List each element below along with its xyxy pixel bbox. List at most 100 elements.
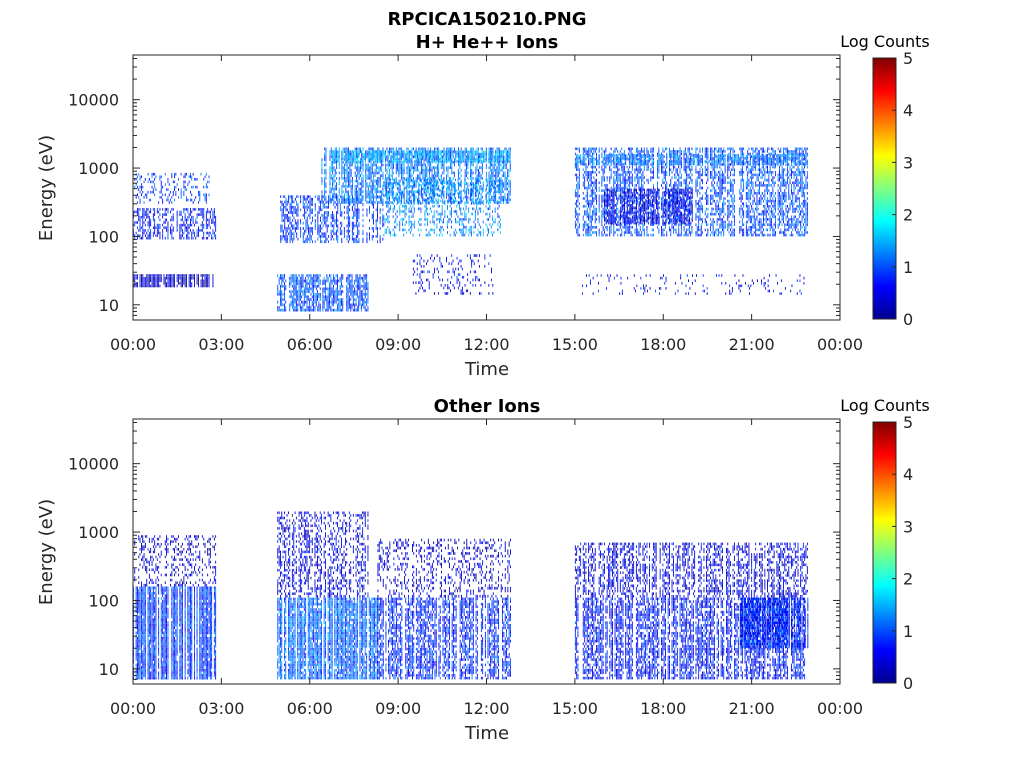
spectrogram-cell — [415, 153, 417, 156]
spectrogram-cell — [154, 229, 156, 232]
spectrogram-cell — [164, 193, 166, 197]
spectrogram-cell — [395, 168, 397, 172]
spectrogram-cell — [423, 190, 425, 194]
spectrogram-cell — [286, 200, 288, 204]
spectrogram-cell — [346, 147, 348, 151]
spectrogram-cell — [183, 175, 185, 179]
spectrogram-cell — [424, 155, 426, 159]
spectrogram-cell — [348, 166, 349, 169]
spectrogram-data — [133, 147, 808, 312]
spectrogram-cell — [168, 276, 170, 280]
spectrogram-cell — [301, 306, 303, 309]
spectrogram-cell — [489, 223, 491, 226]
spectrogram-cell — [453, 189, 455, 192]
spectrogram-cell — [387, 204, 389, 208]
spectrogram-cell — [150, 229, 152, 232]
spectrogram-cell — [360, 174, 361, 177]
spectrogram-cell — [305, 205, 307, 209]
spectrogram-cell — [289, 290, 291, 293]
spectrogram-cell — [318, 227, 320, 230]
spectrogram-cell — [422, 171, 424, 175]
spectrogram-cell — [291, 298, 293, 301]
spectrogram-cell — [404, 157, 406, 161]
spectrogram-cell — [379, 237, 381, 241]
spectrogram-cell — [349, 166, 351, 169]
spectrogram-cell — [156, 279, 158, 283]
spectrogram-cell — [172, 180, 174, 184]
spectrogram-cell — [446, 157, 447, 161]
spectrogram-cell — [192, 231, 194, 235]
spectrogram-cell — [453, 210, 455, 213]
spectrogram-cell — [379, 235, 381, 238]
spectrogram-cell — [290, 205, 292, 209]
spectrogram-cell — [450, 195, 451, 199]
spectrogram-cell — [436, 166, 438, 169]
spectrogram-cell — [142, 231, 144, 235]
spectrogram-cell — [385, 185, 387, 188]
spectrogram-cell — [307, 276, 309, 280]
spectrogram-cell — [475, 166, 477, 169]
spectrogram-cell — [367, 292, 369, 296]
spectrogram-cell — [192, 236, 194, 240]
spectrogram-cell — [332, 177, 333, 180]
spectrogram-cell — [325, 168, 327, 172]
spectrogram-cell — [156, 210, 158, 214]
spectrogram-cell — [499, 201, 501, 204]
spectrogram-cell — [485, 223, 487, 226]
spectrogram-cell — [415, 157, 417, 161]
spectrogram-cell — [348, 274, 350, 277]
spectrogram-cell — [507, 187, 508, 191]
spectrogram-cell — [301, 282, 303, 285]
spectrogram-cell — [205, 218, 207, 222]
spectrogram-cell — [201, 274, 203, 277]
spectrogram-cell — [159, 223, 161, 227]
spectrogram-cell — [289, 306, 291, 309]
spectrogram-cell — [391, 195, 393, 199]
spectrogram-cell — [392, 183, 394, 187]
spectrogram-cell — [341, 150, 343, 153]
spectrogram-cell — [346, 171, 348, 175]
spectrogram-cell — [379, 198, 381, 202]
spectrogram-cell — [192, 208, 194, 211]
spectrogram-cell — [343, 227, 345, 230]
spectrogram-cell — [436, 171, 438, 175]
spectrogram-cell — [310, 235, 312, 238]
spectrogram-cell — [336, 187, 337, 191]
spectrogram-cell — [345, 182, 347, 185]
spectrogram-cell — [501, 195, 503, 199]
spectrogram-cell — [338, 190, 340, 194]
spectrogram-cell — [148, 236, 150, 240]
spectrogram-cell — [357, 168, 359, 172]
spectrogram-cell — [324, 235, 325, 238]
spectrogram-cell — [204, 276, 206, 280]
spectrogram-cell — [481, 163, 483, 167]
spectrogram-cell — [356, 150, 357, 153]
spectrogram-cell — [358, 232, 360, 236]
spectrogram-cell — [361, 166, 363, 169]
spectrogram-cell — [442, 179, 444, 183]
spectrogram-cell — [291, 279, 293, 283]
spectrogram-cell — [379, 221, 381, 225]
spectrogram-cell — [341, 298, 342, 301]
spectrogram-cell — [152, 215, 154, 219]
spectrogram-cell — [278, 306, 280, 309]
spectrogram-cell — [313, 300, 314, 304]
spectrogram-cell — [148, 221, 150, 224]
spectrogram-cell — [336, 237, 337, 241]
spectrogram-cell — [342, 195, 344, 199]
spectrogram-cell — [187, 229, 189, 232]
spectrogram-cell — [370, 160, 372, 163]
spectrogram-cell — [148, 231, 150, 235]
spectrogram-cell — [317, 295, 318, 299]
spectrogram-cell — [432, 201, 434, 204]
spectrogram-cell — [281, 216, 283, 220]
spectrogram-cell — [371, 163, 373, 167]
spectrogram-cell — [352, 198, 353, 202]
spectrogram-cell — [310, 197, 312, 201]
spectrogram-cell — [455, 183, 456, 187]
spectrogram-cell — [152, 274, 154, 277]
spectrogram-cell — [470, 193, 471, 196]
spectrogram-cell — [313, 292, 314, 296]
spectrogram-cell — [363, 284, 365, 288]
spectrogram-cell — [399, 187, 401, 191]
